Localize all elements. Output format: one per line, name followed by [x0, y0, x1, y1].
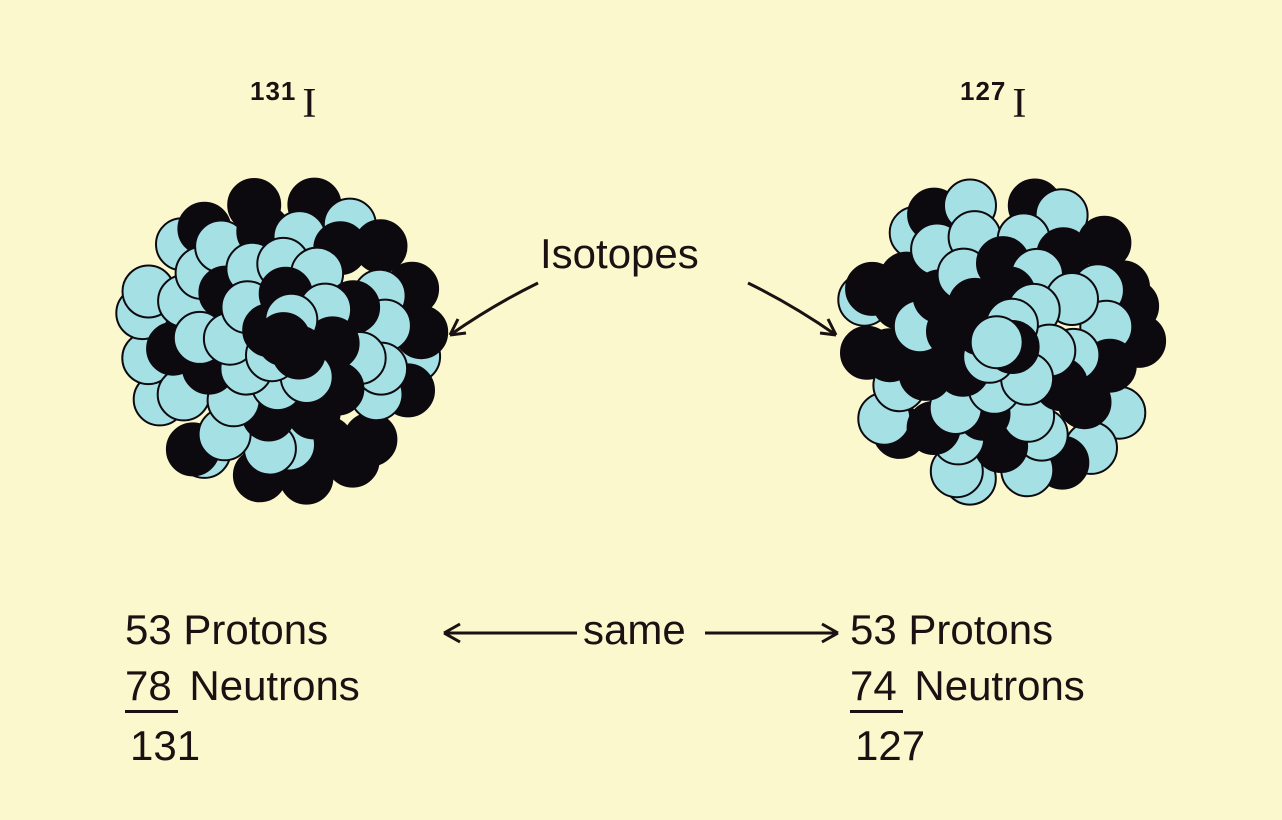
arrow-same-right-icon [700, 618, 850, 648]
isotope-label-right: 127I [960, 80, 1026, 128]
neutrons-left-number: 78 [125, 662, 178, 713]
arrow-isotopes-left-icon [438, 275, 548, 355]
element-symbol-left: I [302, 81, 316, 127]
mass-number-right: 127 [960, 76, 1006, 106]
mass-number-left: 131 [250, 76, 296, 106]
nucleus-left [112, 170, 452, 510]
same-label: same [583, 606, 686, 654]
element-symbol-right: I [1012, 81, 1026, 127]
neutrons-right-number: 74 [850, 662, 903, 713]
total-left: 131 [130, 722, 200, 770]
arrow-isotopes-right-icon [738, 275, 848, 355]
neutrons-left: 78 Neutrons [125, 662, 360, 713]
isotope-label-left: 131I [250, 80, 316, 128]
isotopes-label: Isotopes [540, 230, 699, 278]
nucleus-right [830, 170, 1170, 510]
protons-right: 53 Protons [850, 606, 1053, 654]
total-right: 127 [855, 722, 925, 770]
protons-left: 53 Protons [125, 606, 328, 654]
arrow-same-left-icon [432, 618, 582, 648]
neutrons-right: 74 Neutrons [850, 662, 1085, 713]
